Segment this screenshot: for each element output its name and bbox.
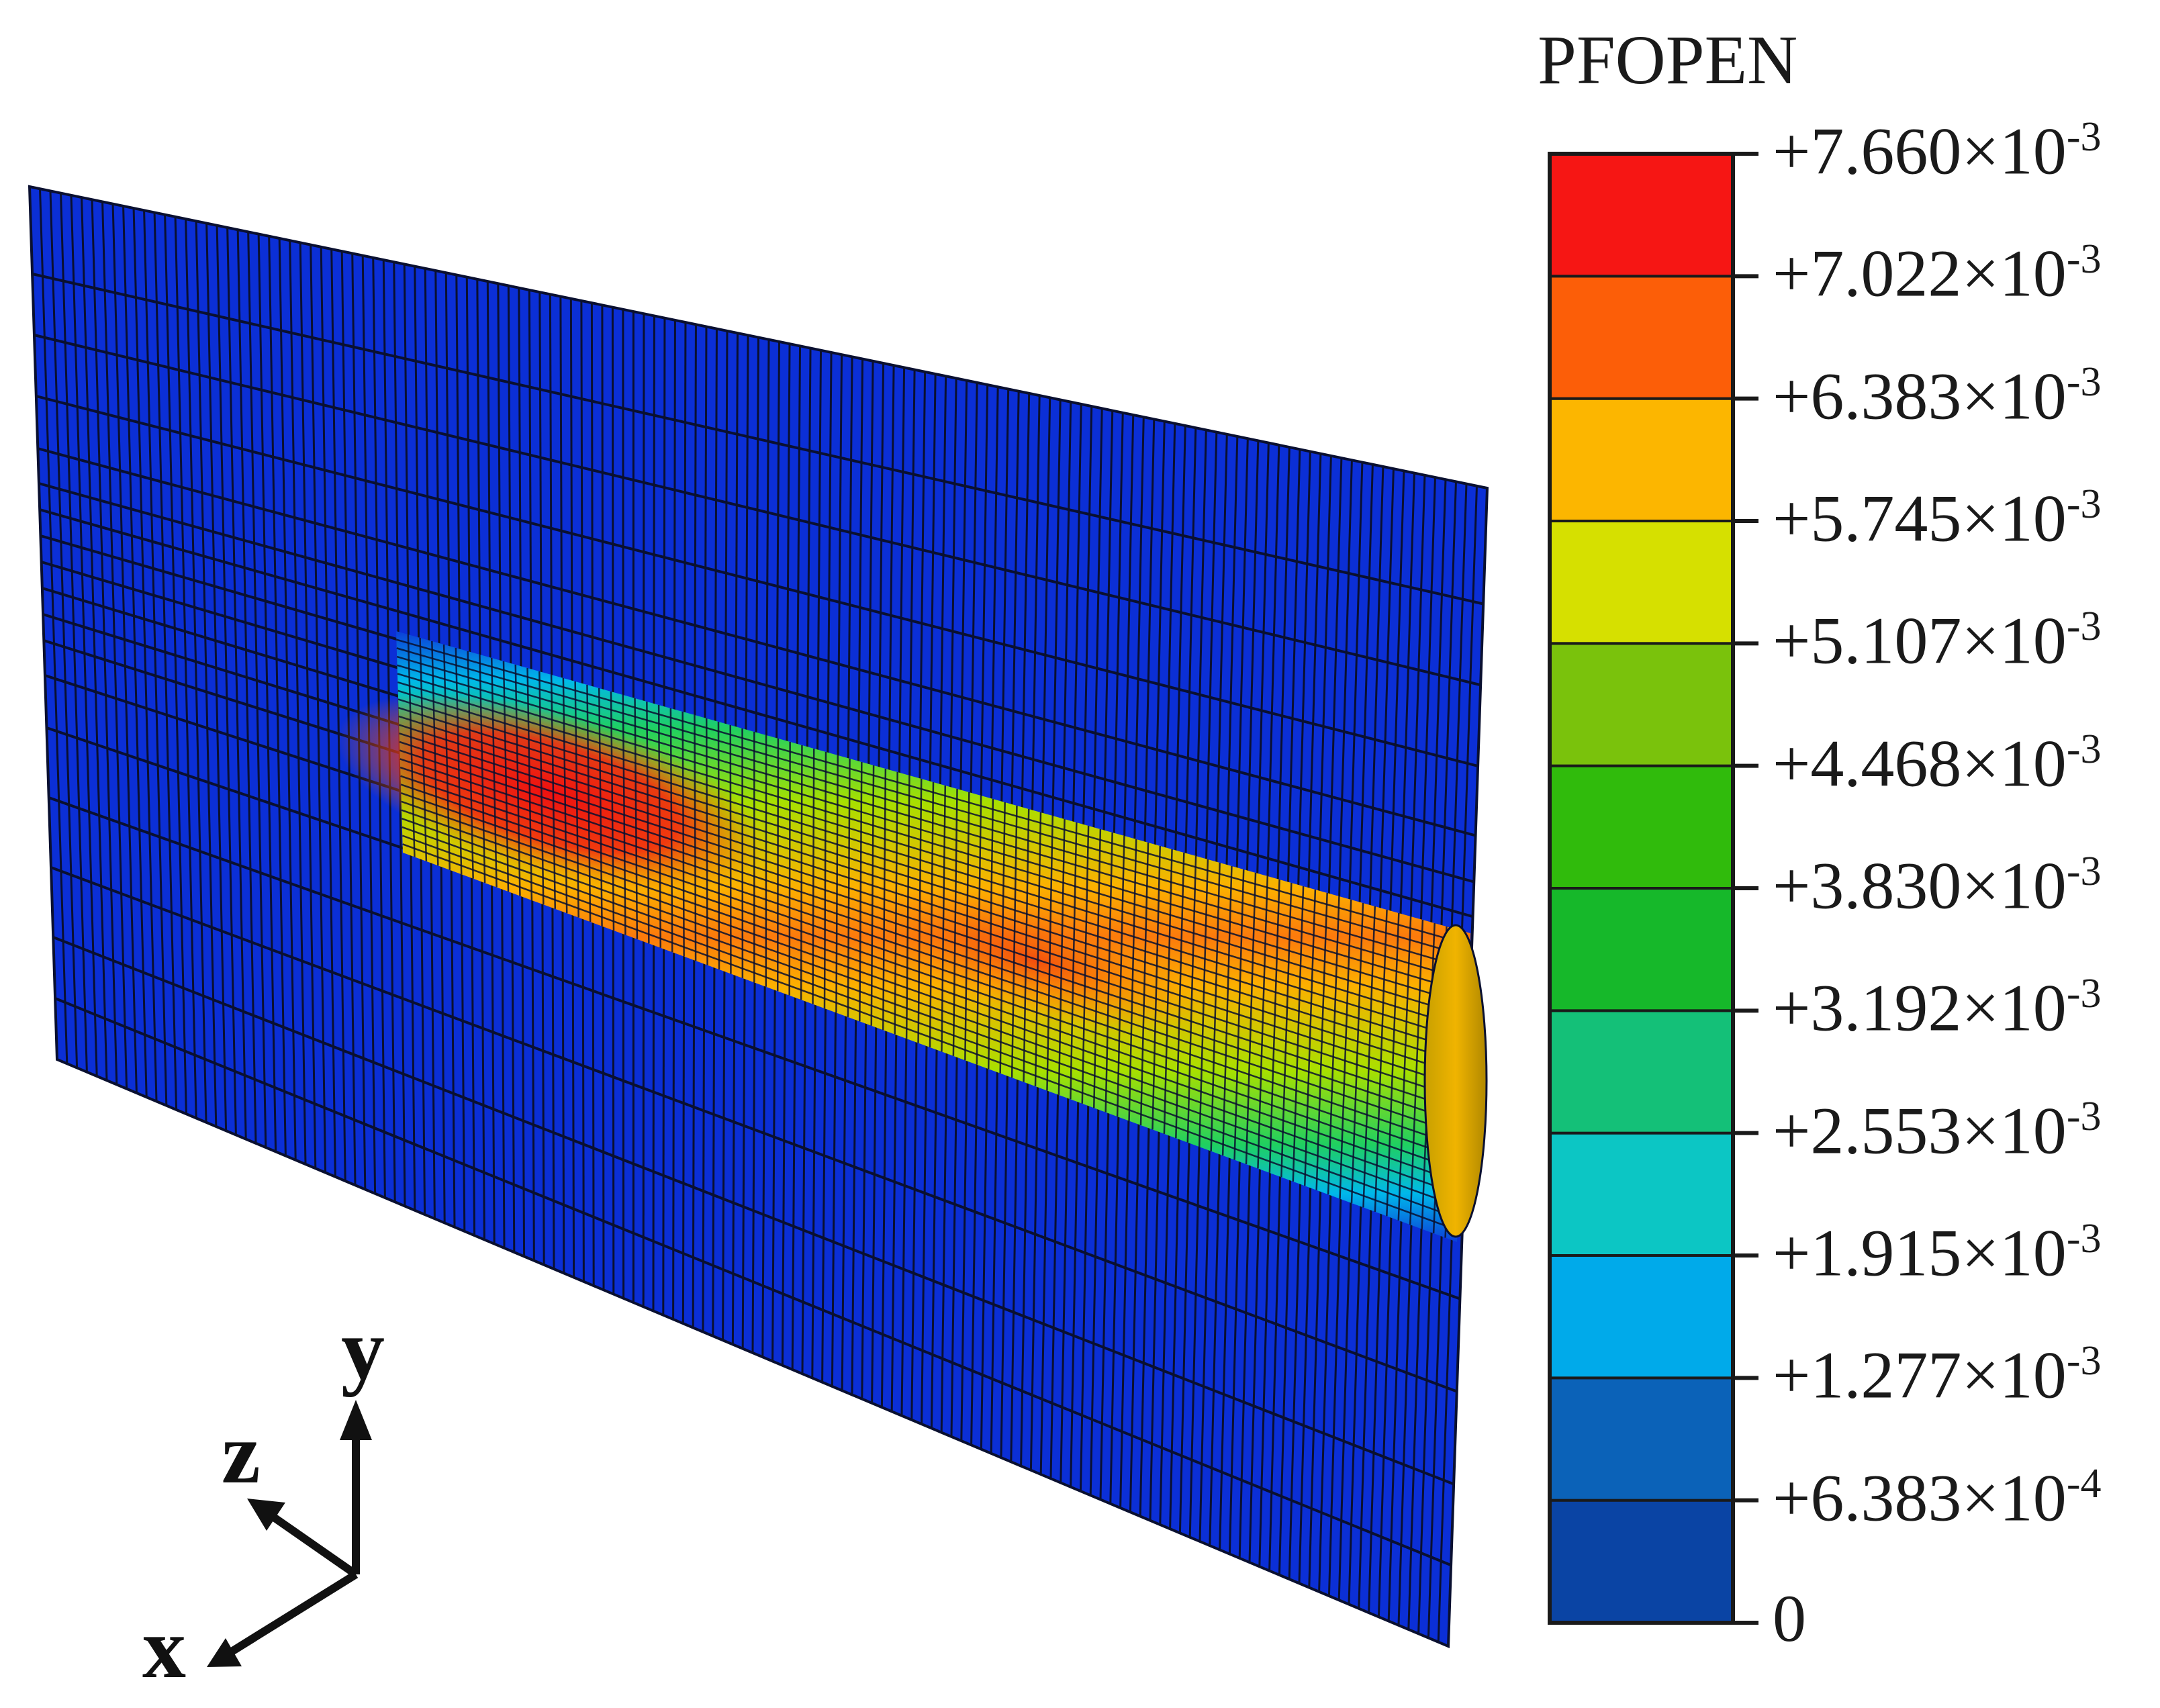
legend-tick-label: +7.022×10-3: [1773, 236, 2102, 311]
z-axis-label: z: [222, 1405, 261, 1502]
legend-tick-label: +5.745×10-3: [1773, 481, 2102, 556]
coordinate-triad: [207, 1400, 372, 1667]
legend-tick-label: +5.107×10-3: [1773, 603, 2102, 678]
legend-band: [1548, 397, 1734, 523]
legend-tick-label: +6.383×10-3: [1773, 358, 2102, 433]
legend-tick-label: +1.277×10-3: [1773, 1337, 2102, 1413]
y-axis-label: y: [341, 1301, 385, 1398]
fracture-end-cap: [1423, 924, 1488, 1238]
legend-title: PFOPEN: [1538, 21, 1798, 99]
legend-tick-label: +3.192×10-3: [1773, 970, 2102, 1045]
legend-tick-label: +2.553×10-3: [1773, 1092, 2102, 1168]
legend-tick-label: +3.830×10-3: [1773, 848, 2102, 923]
hot-spot-right: [865, 889, 1203, 1031]
y-arrow-head: [340, 1400, 372, 1440]
legend-band: [1548, 887, 1734, 1012]
legend-band: [1548, 1376, 1734, 1502]
legend-band: [1548, 764, 1734, 890]
z-axis-arrow: [269, 1513, 359, 1578]
legend-band: [1548, 152, 1734, 278]
legend-band: [1548, 1254, 1734, 1380]
legend-tick-label: +1.915×10-3: [1773, 1215, 2102, 1290]
legend-band: [1548, 1499, 1734, 1625]
legend-tick-label: +7.660×10-3: [1773, 113, 2102, 189]
legend-colorbar: [1548, 152, 1758, 1625]
legend-band: [1548, 642, 1734, 767]
legend-band: [1548, 1009, 1734, 1135]
legend-band: [1548, 275, 1734, 400]
z-arrow-head: [247, 1499, 285, 1531]
legend-tick-label: 0: [1773, 1581, 1806, 1656]
legend-band: [1548, 520, 1734, 645]
x-arrow-head: [207, 1638, 242, 1667]
legend-tick-label: +6.383×10-4: [1773, 1460, 2102, 1535]
fracture-zone: [336, 631, 1488, 1242]
legend-band: [1548, 1131, 1734, 1257]
legend-tick-label: +4.468×10-3: [1773, 725, 2102, 800]
x-axis-label: x: [142, 1600, 186, 1697]
x-axis-arrow: [229, 1570, 359, 1656]
hot-spot-left: [336, 694, 765, 891]
